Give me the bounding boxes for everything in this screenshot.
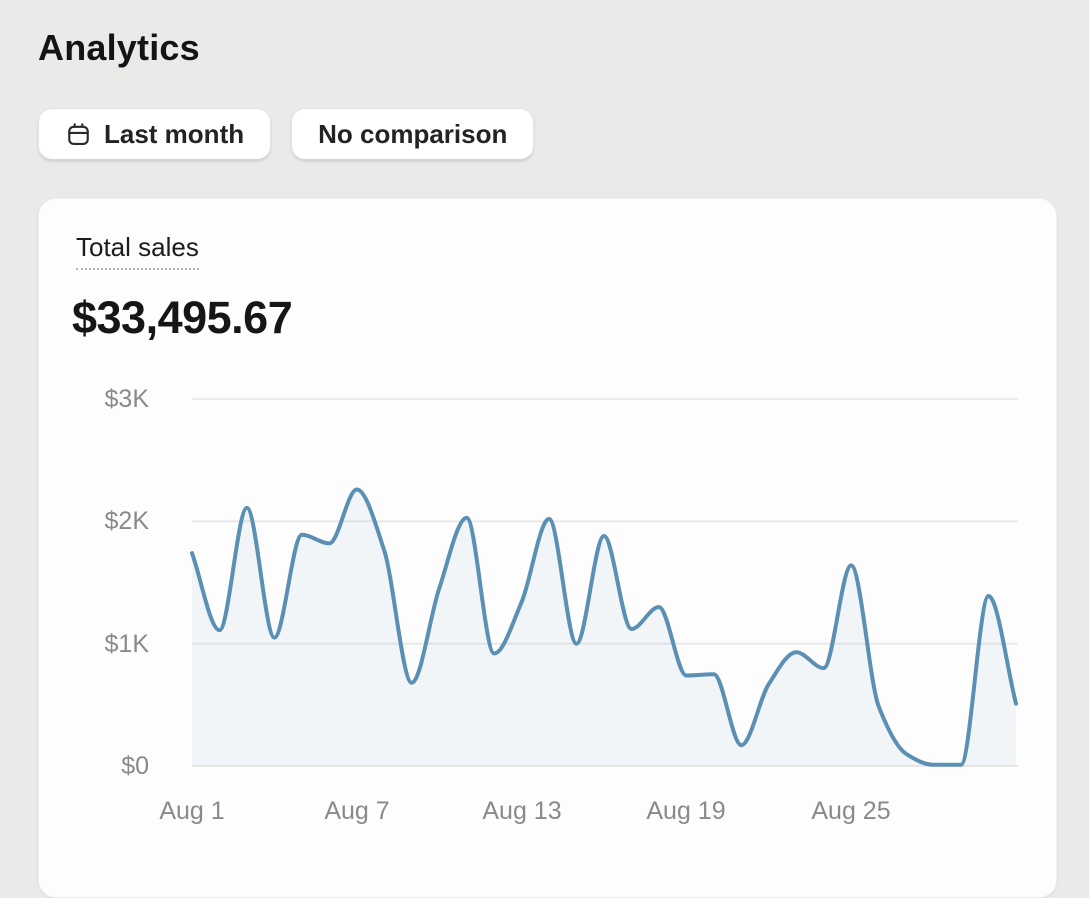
y-axis-tick-label: $2K [104, 507, 149, 535]
y-axis-tick-label: $0 [121, 752, 149, 780]
date-range-button[interactable]: Last month [38, 108, 272, 160]
x-axis-tick-label: Aug 13 [482, 797, 562, 825]
x-axis-tick-label: Aug 1 [159, 797, 225, 825]
sales-area-fill [192, 489, 1016, 766]
y-axis-tick-label: $3K [104, 385, 149, 413]
x-axis-tick-label: Aug 7 [324, 797, 390, 825]
total-sales-card: Total sales $33,495.67 $3K $2K $1K $0 Aug 1… [38, 198, 1057, 898]
metric-value: $33,495.67 [72, 292, 293, 343]
y-axis-tick-label: $1K [104, 630, 149, 658]
page-title: Analytics [38, 27, 200, 69]
calendar-icon [65, 121, 92, 148]
comparison-button[interactable]: No comparison [291, 108, 535, 160]
sales-line [190, 487, 1018, 767]
x-axis-tick-label: Aug 19 [646, 797, 726, 825]
chart-canvas [190, 398, 1018, 767]
date-range-label: Last month [104, 118, 245, 149]
comparison-label: No comparison [318, 118, 508, 149]
metric-label[interactable]: Total sales [76, 233, 199, 270]
filter-bar: Last month No comparison [38, 108, 535, 160]
x-axis-tick-label: Aug 25 [811, 797, 891, 825]
total-sales-chart[interactable]: $3K $2K $1K $0 Aug 1 Aug 7 Aug 13 Aug 19 Aug 25 [39, 384, 1058, 852]
